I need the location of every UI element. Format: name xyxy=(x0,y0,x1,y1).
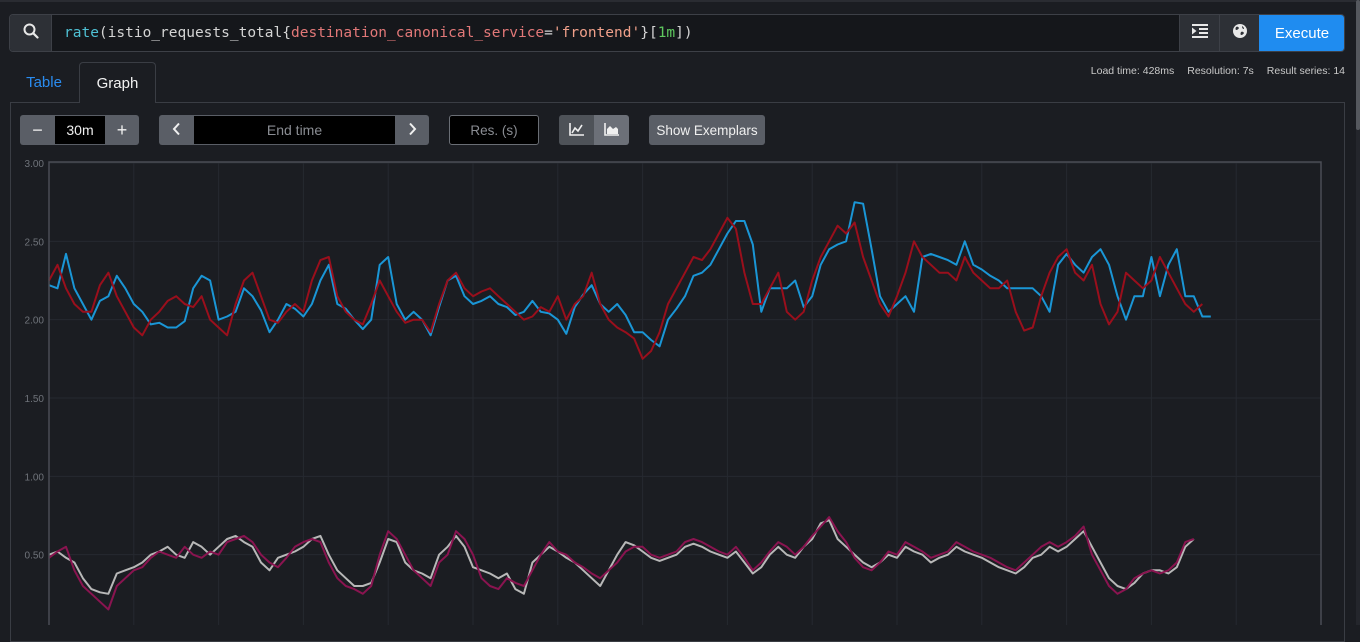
y-tick-label: 1.00 xyxy=(25,472,45,483)
resolution: Resolution: 7s xyxy=(1187,65,1254,77)
search-button[interactable] xyxy=(10,15,52,51)
unstacked-toggle[interactable] xyxy=(559,115,594,145)
expr-duration: 1m xyxy=(657,25,676,41)
end-time-forward-button[interactable] xyxy=(395,115,429,145)
result-series: Result series: 14 xyxy=(1266,65,1345,77)
query-stats: Load time: 428ms Resolution: 7s Result s… xyxy=(1091,65,1345,77)
scrollbar-thumb[interactable] xyxy=(1356,0,1360,130)
expr-metric: istio_requests_total xyxy=(107,25,283,41)
page-scrollbar[interactable] xyxy=(1356,0,1360,625)
y-tick-label: 2.50 xyxy=(25,237,45,248)
format-expression-icon xyxy=(1191,23,1208,43)
plot-border xyxy=(48,161,1322,625)
series-line-4[interactable] xyxy=(48,516,1195,611)
time-series-chart[interactable]: 3.00 2.50 2.00 1.50 1.00 0.50 xyxy=(0,0,1360,625)
chevron-right-icon xyxy=(407,120,417,141)
expression-input[interactable]: rate(istio_requests_total{destination_ca… xyxy=(52,15,1179,51)
y-tick-label: 1.50 xyxy=(25,394,45,405)
line-chart-icon xyxy=(569,120,584,141)
format-expression-button[interactable] xyxy=(1179,15,1219,51)
tab-table[interactable]: Table xyxy=(26,74,62,91)
chart-series xyxy=(48,201,1211,611)
series-line-3[interactable] xyxy=(48,519,1195,595)
expr-label-name: destination_canonical_service xyxy=(291,25,545,41)
execute-button[interactable]: Execute xyxy=(1259,15,1344,51)
area-chart-icon xyxy=(604,120,619,141)
range-increase-button[interactable]: + xyxy=(105,115,139,145)
expr-paren-open: ( xyxy=(98,25,108,41)
series-line-1[interactable] xyxy=(48,201,1211,348)
resolution-input[interactable]: Res. (s) xyxy=(449,115,539,145)
expr-brace-open: { xyxy=(282,25,291,41)
chevron-left-icon xyxy=(172,120,182,141)
y-tick-label: 3.00 xyxy=(25,159,45,170)
expr-close: ]) xyxy=(675,25,693,41)
y-axis-ticks: 3.00 2.50 2.00 1.50 1.00 0.50 xyxy=(25,159,45,562)
globe-icon xyxy=(1232,23,1248,44)
expr-function: rate xyxy=(64,25,99,41)
end-time-back-button[interactable] xyxy=(159,115,194,145)
range-decrease-button[interactable]: − xyxy=(20,115,55,145)
series-line-2[interactable] xyxy=(48,216,1203,360)
end-time-input[interactable]: End time xyxy=(194,115,395,145)
top-border xyxy=(0,0,1360,2)
metrics-explorer-button[interactable] xyxy=(1219,15,1259,51)
expr-label-value: 'frontend' xyxy=(552,25,641,41)
load-time: Load time: 428ms xyxy=(1090,65,1175,77)
search-icon xyxy=(23,23,39,44)
chart-grid xyxy=(49,162,1322,625)
expression-bar: rate(istio_requests_total{destination_ca… xyxy=(9,14,1345,52)
y-tick-label: 0.50 xyxy=(25,551,45,562)
range-input[interactable]: 30m xyxy=(55,115,105,145)
expr-equals: = xyxy=(544,25,553,41)
y-tick-label: 2.00 xyxy=(25,316,45,327)
stacked-toggle[interactable] xyxy=(594,115,629,145)
expr-brace-close: }[ xyxy=(640,25,658,41)
show-exemplars-button[interactable]: Show Exemplars xyxy=(649,115,765,145)
tab-graph[interactable]: Graph xyxy=(79,62,156,103)
